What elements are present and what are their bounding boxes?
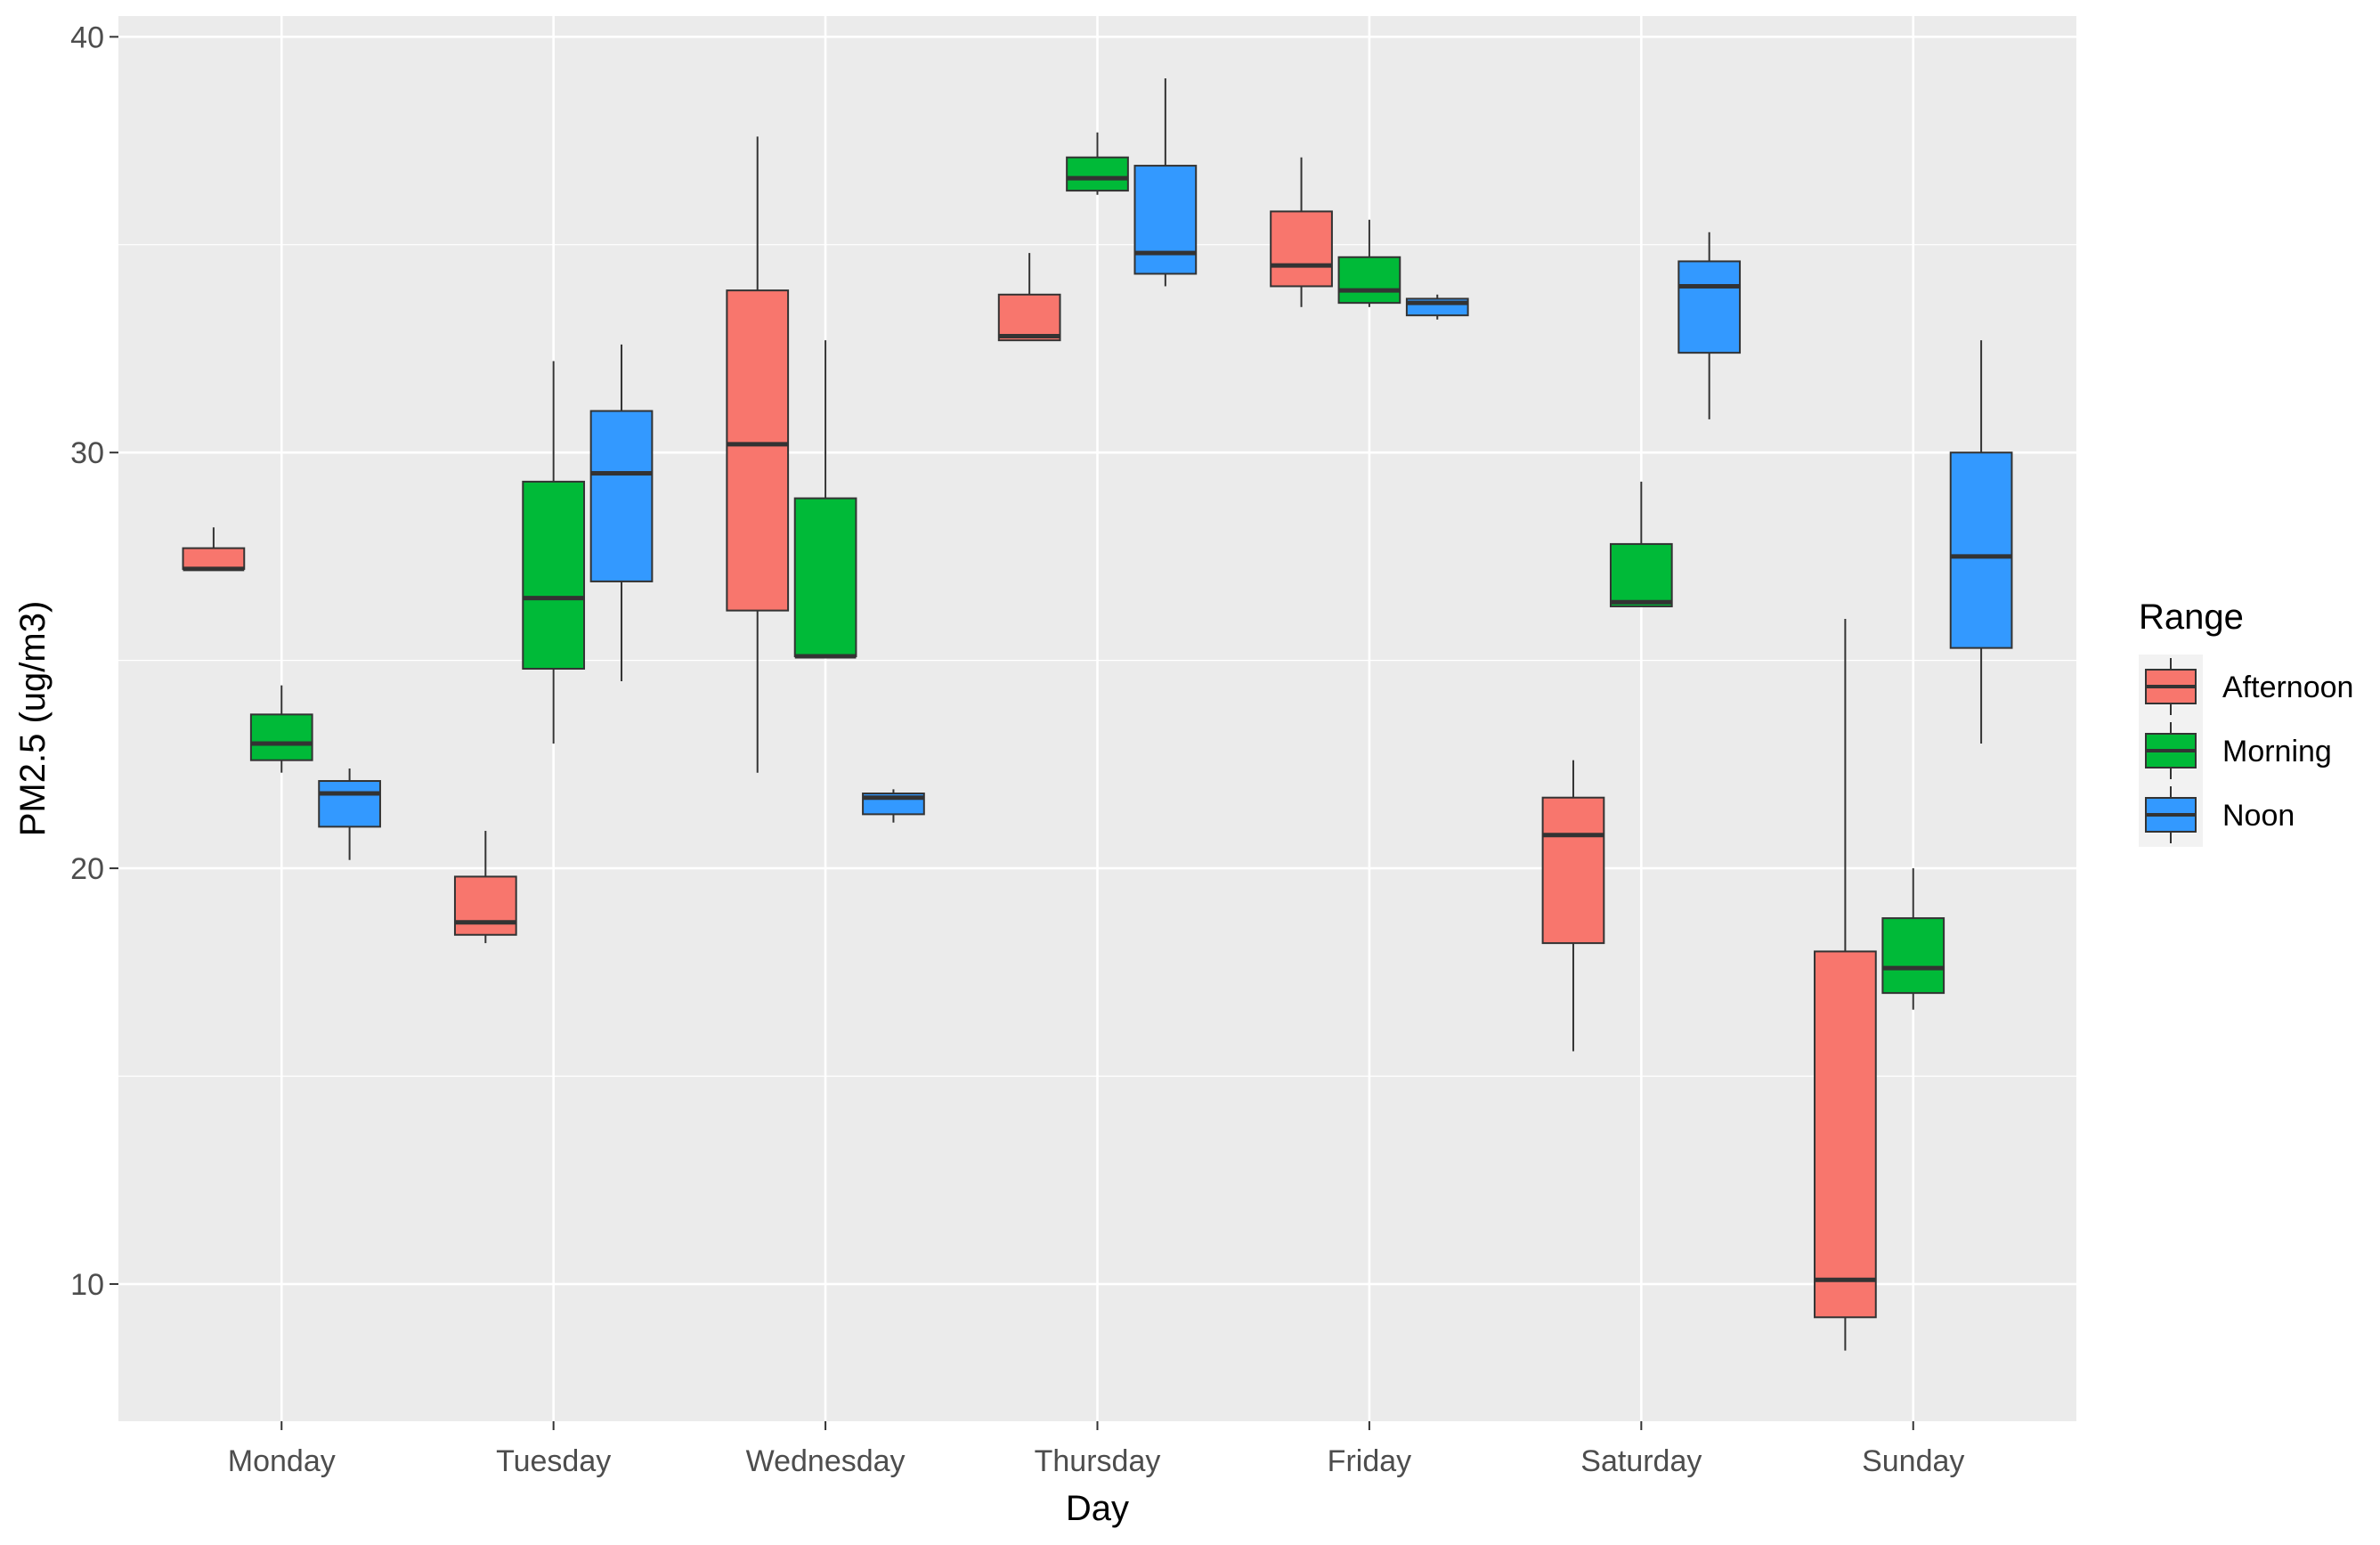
- legend-items: Afternoon Morning Noon: [2139, 655, 2353, 847]
- boxplot-series: [182, 78, 2013, 1351]
- box-noon-friday: [1405, 294, 1469, 320]
- box-body: [1609, 542, 1673, 607]
- box-afternoon-saturday: [1541, 760, 1605, 1052]
- x-axis-ticks: Monday Tuesday Wednesday Thursday Friday Satu…: [228, 1421, 1964, 1478]
- box-noon-saturday: [1677, 232, 1742, 419]
- y-axis-title: PM2.5 (ug/m3): [13, 601, 53, 837]
- box-noon-sunday: [1949, 340, 2013, 744]
- box-noon-thursday: [1133, 78, 1198, 287]
- box-morning-thursday: [1066, 132, 1129, 195]
- box-afternoon-tuesday: [453, 831, 517, 944]
- box-afternoon-friday: [1270, 157, 1333, 307]
- legend-item-noon: Noon: [2139, 783, 2295, 847]
- x-tick-label-sunday: Sunday: [1862, 1444, 1964, 1478]
- box-body: [249, 713, 313, 761]
- y-tick-label: 40: [70, 20, 104, 54]
- x-tick-label-friday: Friday: [1328, 1444, 1411, 1478]
- x-axis-title: Day: [1066, 1489, 1129, 1528]
- box-body: [1337, 256, 1401, 305]
- legend-title: Range: [2139, 598, 2244, 637]
- box-noon-wednesday: [862, 789, 925, 823]
- box-body: [1270, 210, 1333, 288]
- box-morning-wednesday: [793, 340, 857, 659]
- y-tick-label: 10: [70, 1268, 104, 1302]
- box-body: [318, 780, 381, 828]
- legend-label-morning: Morning: [2222, 735, 2332, 768]
- legend-label-noon: Noon: [2222, 799, 2295, 833]
- box-morning-friday: [1337, 219, 1401, 307]
- box-body: [1949, 451, 2013, 649]
- x-tick-label-tuesday: Tuesday: [496, 1444, 611, 1478]
- box-body: [453, 875, 517, 936]
- box-afternoon-wednesday: [726, 136, 790, 773]
- box-morning-monday: [249, 685, 313, 773]
- y-tick-label: 30: [70, 436, 104, 470]
- legend-item-afternoon: Afternoon: [2139, 655, 2353, 719]
- box-morning-tuesday: [522, 361, 586, 744]
- x-tick-label-wednesday: Wednesday: [746, 1444, 906, 1478]
- series-morning: [249, 132, 1945, 1010]
- box-noon-tuesday: [589, 344, 654, 681]
- y-axis-ticks: 10 20 30 40: [70, 20, 118, 1302]
- box-morning-saturday: [1609, 481, 1673, 607]
- y-tick-label: 20: [70, 852, 104, 886]
- box-body: [1133, 165, 1198, 275]
- legend: Range Afternoon Morning Noon: [2139, 598, 2353, 847]
- box-body: [1677, 260, 1742, 354]
- box-afternoon-thursday: [997, 253, 1061, 342]
- box-body: [182, 547, 246, 570]
- box-body: [1541, 796, 1605, 945]
- box-body: [1881, 917, 1945, 995]
- series-noon: [318, 78, 2013, 860]
- box-body: [726, 289, 790, 612]
- box-body: [997, 293, 1061, 342]
- box-noon-monday: [318, 768, 381, 860]
- box-afternoon-sunday: [1814, 618, 1877, 1351]
- box-body: [589, 410, 654, 582]
- legend-label-afternoon: Afternoon: [2222, 671, 2353, 704]
- box-morning-sunday: [1881, 868, 1945, 1010]
- x-tick-label-monday: Monday: [228, 1444, 336, 1478]
- box-body: [793, 497, 857, 657]
- series-afternoon: [182, 136, 1877, 1351]
- box-body: [1814, 950, 1877, 1319]
- box-afternoon-monday: [182, 527, 246, 572]
- legend-item-morning: Morning: [2139, 719, 2332, 783]
- box-body: [522, 480, 586, 670]
- x-tick-label-thursday: Thursday: [1035, 1444, 1161, 1478]
- x-tick-label-saturday: Saturday: [1580, 1444, 1702, 1478]
- box-body: [1066, 156, 1129, 192]
